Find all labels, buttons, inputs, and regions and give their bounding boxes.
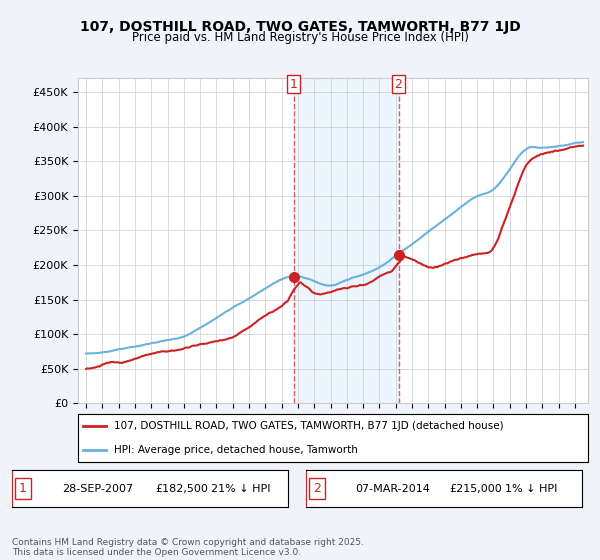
Text: 1: 1 <box>290 78 298 91</box>
Text: £215,000: £215,000 <box>449 484 502 493</box>
Text: 28-SEP-2007: 28-SEP-2007 <box>62 484 133 493</box>
Bar <box>294 78 398 403</box>
Text: Price paid vs. HM Land Registry's House Price Index (HPI): Price paid vs. HM Land Registry's House … <box>131 31 469 44</box>
Text: 07-MAR-2014: 07-MAR-2014 <box>356 484 431 493</box>
Text: 21% ↓ HPI: 21% ↓ HPI <box>211 484 270 493</box>
Text: 107, DOSTHILL ROAD, TWO GATES, TAMWORTH, B77 1JD: 107, DOSTHILL ROAD, TWO GATES, TAMWORTH,… <box>80 20 520 34</box>
Text: 2: 2 <box>313 482 321 495</box>
Text: Contains HM Land Registry data © Crown copyright and database right 2025.
This d: Contains HM Land Registry data © Crown c… <box>12 538 364 557</box>
Text: £182,500: £182,500 <box>155 484 208 493</box>
Text: HPI: Average price, detached house, Tamworth: HPI: Average price, detached house, Tamw… <box>114 445 358 455</box>
Text: 1% ↓ HPI: 1% ↓ HPI <box>505 484 557 493</box>
Text: 107, DOSTHILL ROAD, TWO GATES, TAMWORTH, B77 1JD (detached house): 107, DOSTHILL ROAD, TWO GATES, TAMWORTH,… <box>114 421 503 431</box>
Text: 2: 2 <box>395 78 403 91</box>
Text: 1: 1 <box>19 482 27 495</box>
